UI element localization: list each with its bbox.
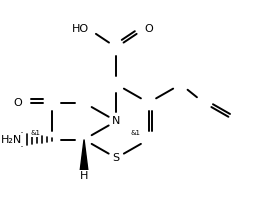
Text: H₂N: H₂N	[1, 135, 22, 144]
Text: O: O	[13, 98, 22, 108]
Polygon shape	[80, 139, 89, 176]
Text: N: N	[112, 116, 120, 126]
Text: &1: &1	[30, 130, 40, 136]
Text: HO: HO	[72, 24, 89, 34]
Text: H: H	[80, 171, 88, 181]
Text: O: O	[144, 24, 153, 34]
Text: &1: &1	[130, 130, 140, 136]
Text: S: S	[113, 153, 120, 163]
